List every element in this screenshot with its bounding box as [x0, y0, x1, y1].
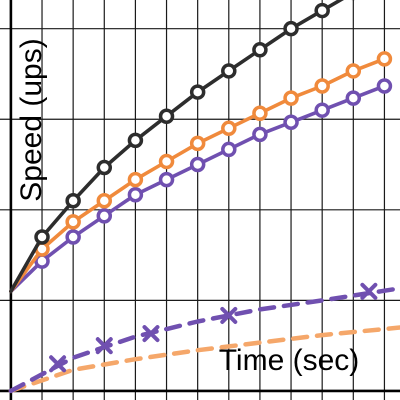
- data-point: [221, 63, 237, 79]
- data-point: [283, 114, 299, 131]
- data-point: [65, 193, 81, 209]
- series-3: [9, 78, 393, 294]
- data-point: [220, 306, 238, 324]
- data-point: [345, 63, 362, 79]
- data-point: [142, 325, 160, 343]
- data-point: [360, 282, 378, 300]
- x-axis-label: Time (sec): [219, 344, 360, 377]
- data-point: [127, 186, 144, 203]
- data-point: [221, 120, 237, 137]
- series-2: [9, 51, 393, 294]
- data-point: [314, 78, 330, 94]
- data-point: [345, 90, 362, 106]
- data-point: [189, 84, 206, 100]
- data-point: [283, 20, 299, 37]
- data-point: [65, 214, 81, 230]
- data-point: [376, 51, 393, 67]
- data-point: [158, 108, 175, 124]
- data-point: [95, 337, 113, 355]
- data-point: [49, 355, 67, 373]
- data-point: [189, 156, 206, 173]
- y-axis-label: Speed (ups): [15, 38, 48, 201]
- data-point: [252, 105, 268, 121]
- data-point: [314, 102, 330, 118]
- data-point: [189, 135, 206, 152]
- data-point: [252, 42, 268, 58]
- data-point: [158, 153, 175, 170]
- series-5: [8, 325, 400, 394]
- series-layer: [8, 0, 400, 394]
- data-point: [252, 126, 268, 143]
- data-point: [158, 171, 175, 188]
- data-point: [65, 229, 81, 245]
- series-4: [8, 282, 400, 394]
- data-point: [34, 229, 50, 245]
- data-point: [127, 132, 144, 149]
- series-5-line: [8, 325, 400, 394]
- data-point: [221, 141, 237, 158]
- data-point: [96, 193, 113, 209]
- data-point: [376, 78, 393, 94]
- data-point: [96, 208, 113, 224]
- data-point: [127, 171, 144, 188]
- data-point: [314, 2, 330, 19]
- series-4-line: [8, 286, 400, 394]
- data-point: [283, 90, 299, 106]
- series-1: [9, 0, 356, 294]
- data-point: [96, 159, 113, 176]
